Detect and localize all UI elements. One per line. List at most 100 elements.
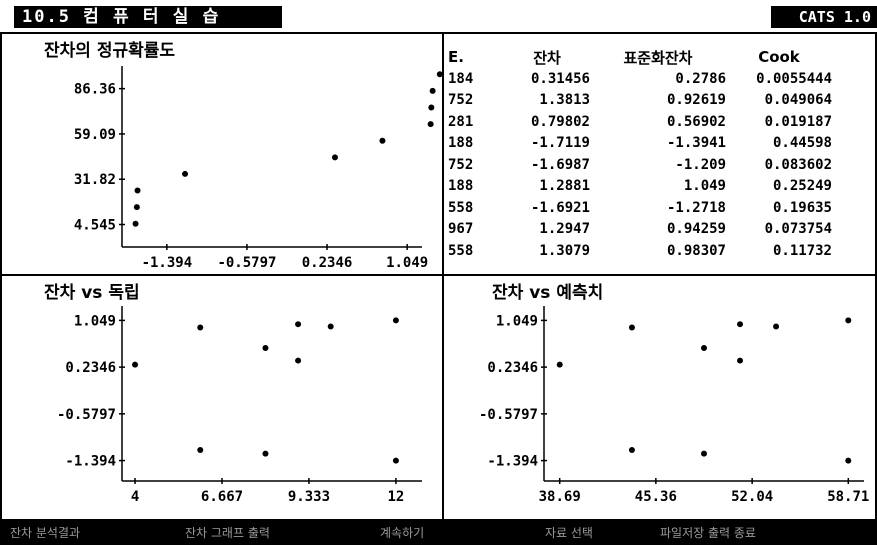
x-tick-label: 45.36 [635, 489, 677, 505]
y-tick-label: 4.545 [74, 218, 116, 234]
table-cell: 184 [448, 70, 474, 87]
table-cell: -1.2718 [666, 199, 726, 216]
data-point [737, 357, 744, 364]
data-point [134, 187, 141, 194]
table-cell: 0.073754 [764, 221, 832, 238]
residual-vs-independent-plot: 잔차 vs 독립 1.049 0.2346 -0.5797 -1.394 4 6.667 9.… [44, 283, 422, 505]
table-row: 184 0.31456 0.2786 0.0055444 [448, 68, 832, 90]
data-point [773, 323, 780, 330]
table-cell: 0.2786 [675, 70, 726, 87]
data-point [392, 457, 399, 464]
data-point [628, 446, 635, 453]
status-item-residual-graph[interactable]: 잔차 그래프 출력 [185, 526, 270, 540]
table-cell: 0.19635 [772, 199, 832, 216]
residual-vs-predicted-panel: 잔차 vs 예측치 1.049 0.2346 -0.5797 -1.394 38.69 45… [442, 274, 877, 521]
data-point [429, 87, 436, 94]
residual-table-panel: E. 잔차 표준화잔차 Cook 184 0.31456 0.2786 0.00554… [442, 32, 877, 276]
x-tick-label: -0.5797 [217, 255, 276, 271]
table-row: 558 -1.6921 -1.2718 0.19635 [448, 197, 832, 219]
y-tick-label: -0.5797 [57, 407, 116, 423]
y-tick-label: 86.36 [74, 82, 116, 98]
chart-title: 잔차 vs 예측치 [492, 283, 603, 303]
table-row: 558 1.3079 0.98307 0.11732 [448, 240, 832, 262]
y-tick-label: -1.394 [487, 454, 538, 470]
normal-probability-plot-panel: 잔차의 정규확률도 4.545 31.82 59.09 86.36 -1.394 -0.57… [0, 32, 444, 276]
table-header-row: E. 잔차 표준화잔차 Cook [448, 46, 832, 68]
data-point [392, 317, 399, 324]
data-point [331, 154, 338, 161]
table-cell: 0.94259 [666, 221, 726, 238]
y-tick-label: 31.82 [74, 172, 116, 188]
data-point [197, 324, 204, 331]
data-point [845, 317, 852, 324]
y-tick-label: 59.09 [74, 127, 116, 143]
table-cell: -1.209 [675, 156, 726, 173]
app-name: CATS 1.0 [771, 6, 877, 28]
data-point [701, 344, 707, 351]
table-cell: 1.3079 [539, 242, 590, 259]
table-row: 752 -1.6987 -1.209 0.083602 [448, 154, 832, 176]
data-point [701, 450, 707, 457]
y-tick-label: -1.394 [65, 454, 116, 470]
data-point [845, 457, 852, 464]
status-item-data-select[interactable]: 자료 선택 [545, 526, 593, 540]
data-point [427, 121, 434, 128]
column-header-obs: E. [448, 48, 464, 66]
data-point [295, 357, 302, 364]
x-tick-label: 4 [131, 489, 139, 505]
table-cell: 752 [448, 92, 474, 109]
table-row: 188 -1.7119 -1.3941 0.44598 [448, 133, 832, 155]
table-cell: 0.79802 [530, 113, 590, 130]
x-tick-label: 12 [387, 489, 404, 505]
title-bar: 10.5 컴 퓨 터 실 습 CATS 1.0 [0, 0, 877, 32]
table-cell: -1.7119 [530, 135, 590, 152]
status-bar: 잔차 분석결과 잔차 그래프 출력 계속하기 자료 선택 파일저장 출력 종료 [0, 521, 877, 545]
x-tick-label: 38.69 [539, 489, 581, 505]
x-tick-label: 0.2346 [302, 255, 353, 271]
table-cell: 1.2947 [539, 221, 590, 238]
data-point [197, 446, 204, 453]
table-cell: 0.25249 [772, 178, 832, 195]
data-point [182, 170, 189, 177]
status-item-continue[interactable]: 계속하기 [380, 526, 425, 540]
x-tick-label: 9.333 [288, 489, 330, 505]
table-cell: 188 [448, 178, 474, 195]
table-cell: 0.083602 [764, 156, 832, 173]
y-tick-label: 0.2346 [487, 360, 538, 376]
data-point [132, 220, 139, 227]
residual-vs-predicted-plot: 잔차 vs 예측치 1.049 0.2346 -0.5797 -1.394 38.69 45… [479, 283, 869, 505]
table-cell: 752 [448, 156, 474, 173]
residual-vs-independent-panel: 잔차 vs 독립 1.049 0.2346 -0.5797 -1.394 4 6.667 9.… [0, 274, 444, 521]
table-cell: 0.11732 [772, 242, 832, 259]
data-point [628, 324, 635, 331]
y-tick-label: 0.2346 [65, 360, 116, 376]
table-cell: 1.3813 [539, 92, 590, 109]
x-tick-label: 6.667 [201, 489, 243, 505]
window-title: 10.5 컴 퓨 터 실 습 [14, 6, 282, 28]
status-item-save-print-exit[interactable]: 파일저장 출력 종료 [660, 526, 756, 540]
table-cell: -1.6921 [530, 199, 590, 216]
data-point [737, 321, 744, 328]
data-point [428, 104, 435, 111]
table-cell: 558 [448, 242, 474, 259]
status-item-residual-result[interactable]: 잔차 분석결과 [10, 526, 81, 540]
table-cell: 558 [448, 199, 474, 216]
y-tick-label: -0.5797 [479, 407, 538, 423]
table-cell: -1.6987 [530, 156, 590, 173]
data-point [133, 204, 140, 211]
table-cell: 0.92619 [666, 92, 726, 109]
table-cell: 0.56902 [666, 113, 726, 130]
x-tick-label: 1.049 [386, 255, 428, 271]
table-cell: 967 [448, 221, 474, 238]
data-point [556, 361, 563, 368]
data-point [262, 344, 269, 351]
chart-title: 잔차 vs 독립 [44, 283, 140, 303]
table-cell: 0.0055444 [756, 70, 832, 87]
table-cell: 1.2881 [539, 178, 590, 195]
table-cell: 0.019187 [764, 113, 832, 130]
x-tick-label: 52.04 [731, 489, 773, 505]
table-cell: -1.3941 [666, 135, 726, 152]
table-cell: 1.049 [683, 178, 726, 195]
data-point [295, 321, 302, 328]
column-header-cook: Cook [758, 48, 800, 66]
